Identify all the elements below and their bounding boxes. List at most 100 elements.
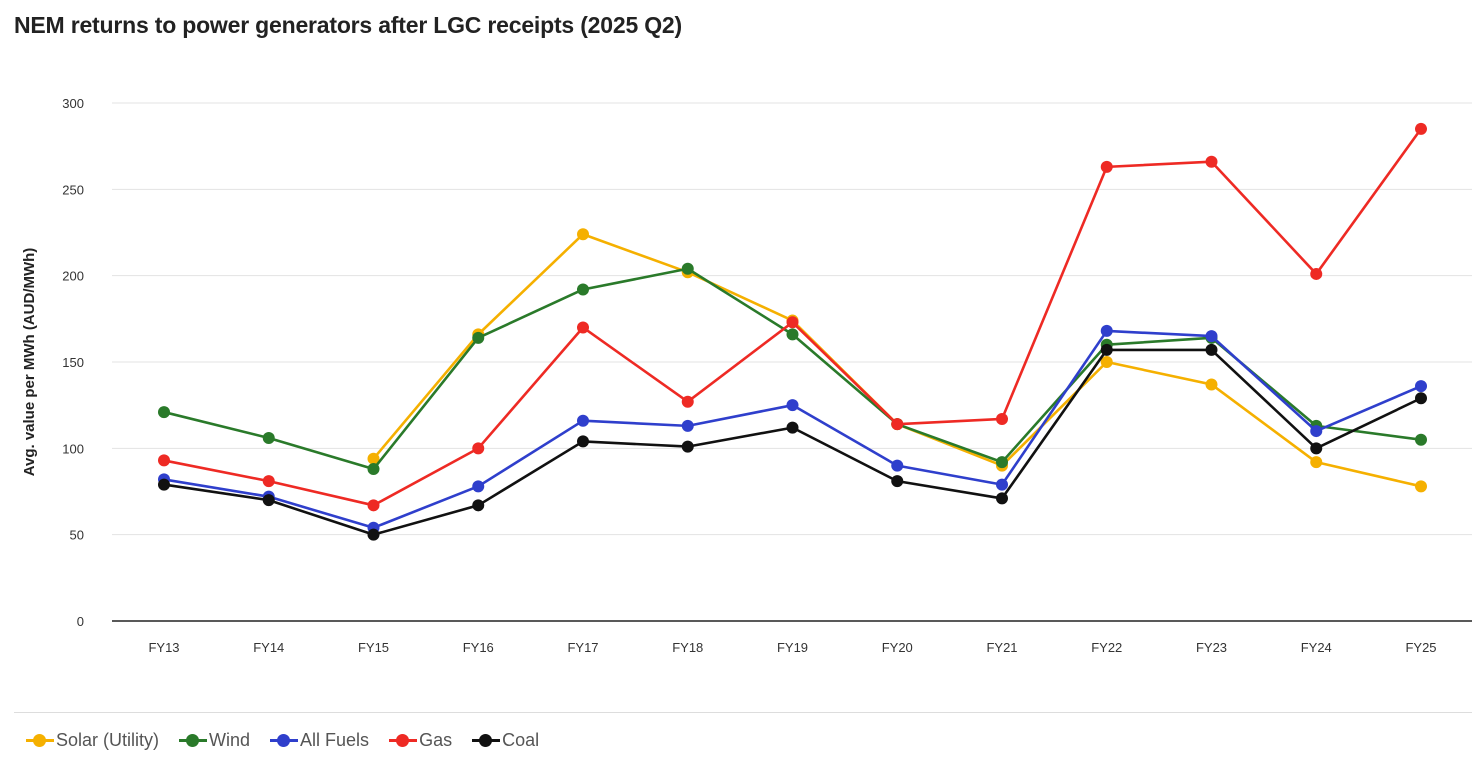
legend-item[interactable]: All Fuels (270, 728, 369, 752)
data-point[interactable] (1100, 324, 1113, 337)
x-tick-label: FY20 (882, 640, 913, 655)
data-point[interactable] (472, 480, 485, 493)
data-point[interactable] (472, 331, 485, 344)
legend-divider (14, 712, 1472, 713)
data-point[interactable] (1100, 343, 1113, 356)
x-tick-label: FY25 (1405, 640, 1436, 655)
data-point[interactable] (786, 328, 799, 341)
data-point[interactable] (1205, 378, 1218, 391)
legend-item[interactable]: Solar (Utility) (26, 728, 159, 752)
y-tick-label: 250 (62, 182, 84, 197)
data-point[interactable] (577, 228, 589, 241)
y-tick-label: 100 (62, 441, 84, 456)
line-chart: 0 50 100 150 200 250 300 FY13 FY14 FY15 FY16 FY17 FY… (21, 96, 1472, 655)
legend-label: All Fuels (300, 729, 370, 750)
x-tick-label: FY21 (986, 640, 1017, 655)
series-lines (158, 122, 1427, 541)
legend-label: Solar (Utility) (56, 729, 160, 750)
x-tick-label: FY18 (672, 640, 703, 655)
y-tick-label: 300 (62, 96, 84, 111)
data-point[interactable] (996, 456, 1008, 469)
data-point[interactable] (1310, 456, 1323, 469)
data-point[interactable] (786, 421, 799, 434)
x-tick-label: FY24 (1301, 640, 1332, 655)
x-tick-label: FY19 (777, 640, 808, 655)
x-tick-label: FY15 (358, 640, 389, 655)
data-point[interactable] (367, 463, 380, 476)
data-point[interactable] (367, 499, 380, 512)
y-tick-label: 0 (77, 614, 84, 629)
data-point[interactable] (1100, 356, 1113, 368)
legend-swatch-icon (26, 728, 54, 752)
data-point[interactable] (1310, 425, 1323, 438)
legend-swatch-icon (389, 728, 418, 752)
data-point[interactable] (1415, 392, 1427, 405)
x-tick-label: FY23 (1196, 640, 1227, 655)
x-tick-label: FY14 (253, 640, 284, 655)
data-point[interactable] (577, 321, 589, 334)
data-point[interactable] (262, 494, 275, 507)
data-point[interactable] (1415, 380, 1427, 393)
gridlines (112, 102, 1472, 536)
legend-item[interactable]: Gas (389, 728, 452, 752)
data-point[interactable] (996, 478, 1008, 491)
data-point[interactable] (262, 475, 275, 488)
data-point[interactable] (262, 431, 275, 444)
data-point[interactable] (1415, 122, 1427, 135)
legend-label: Coal (502, 729, 540, 750)
legend-swatch-icon (270, 728, 299, 752)
data-point[interactable] (1310, 442, 1323, 455)
data-point[interactable] (1100, 160, 1113, 173)
legend-swatch-icon (472, 728, 501, 752)
data-point[interactable] (681, 419, 694, 432)
x-tick-label: FY22 (1091, 640, 1122, 655)
y-tick-label: 50 (70, 528, 84, 543)
series-3 (158, 122, 1427, 512)
data-point[interactable] (158, 406, 170, 419)
data-point[interactable] (577, 435, 589, 448)
chart-title: NEM returns to power generators after LG… (14, 12, 682, 38)
legend-label: Gas (419, 729, 453, 750)
series-0 (367, 228, 1427, 493)
data-point[interactable] (891, 475, 904, 488)
data-point[interactable] (1205, 343, 1218, 356)
data-point[interactable] (367, 528, 380, 541)
series-4 (158, 343, 1427, 541)
data-point[interactable] (1310, 267, 1323, 280)
data-point[interactable] (367, 452, 380, 465)
data-point[interactable] (1205, 330, 1218, 343)
data-point[interactable] (681, 440, 694, 453)
x-tick-label: FY17 (567, 640, 598, 655)
legend-label: Wind (209, 729, 251, 750)
legend-item[interactable]: Coal (472, 728, 539, 752)
data-point[interactable] (996, 412, 1008, 425)
series-1 (158, 262, 1427, 476)
axes: 0 50 100 150 200 250 300 FY13 FY14 FY15 FY16 FY17 FY… (62, 96, 1472, 655)
data-point[interactable] (577, 283, 589, 296)
data-point[interactable] (1205, 155, 1218, 168)
data-point[interactable] (891, 459, 904, 472)
data-point[interactable] (786, 316, 799, 329)
data-point[interactable] (786, 399, 799, 412)
x-tick-label: FY16 (463, 640, 494, 655)
series-line (162, 348, 1423, 536)
y-axis-label: Avg. value per MWh (AUD/MWh) (21, 248, 38, 477)
legend-swatch-icon (179, 728, 208, 752)
series-2 (158, 324, 1427, 534)
data-point[interactable] (158, 478, 170, 491)
y-tick-label: 150 (62, 355, 84, 370)
legend-item[interactable]: Wind (179, 728, 250, 752)
data-point[interactable] (1415, 480, 1427, 493)
data-point[interactable] (891, 418, 904, 431)
data-point[interactable] (577, 414, 589, 427)
x-tick-label: FY13 (148, 640, 179, 655)
data-point[interactable] (681, 262, 694, 275)
data-point[interactable] (681, 395, 694, 408)
legend: Solar (Utility) Wind All Fuels Gas Coal (26, 728, 539, 752)
data-point[interactable] (996, 492, 1008, 505)
data-point[interactable] (472, 499, 485, 512)
data-point[interactable] (472, 442, 485, 455)
data-point[interactable] (158, 454, 170, 467)
y-tick-label: 200 (62, 269, 84, 284)
data-point[interactable] (1415, 433, 1427, 446)
